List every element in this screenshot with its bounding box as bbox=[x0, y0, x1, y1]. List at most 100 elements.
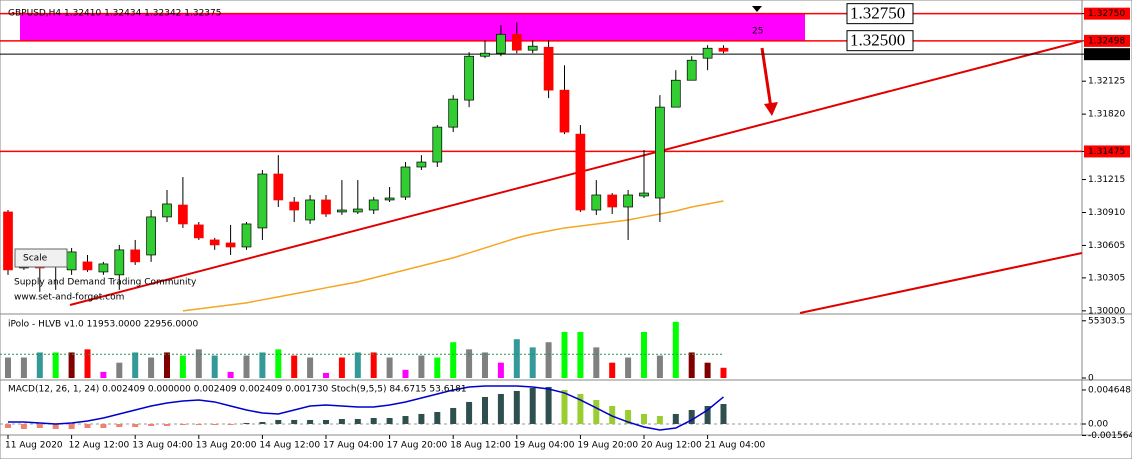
candle-body bbox=[480, 52, 490, 57]
bar bbox=[720, 404, 727, 424]
price-label-bg bbox=[1084, 48, 1130, 61]
bar bbox=[434, 411, 441, 424]
price-label-bg bbox=[1084, 34, 1130, 47]
bar bbox=[100, 423, 107, 429]
bar bbox=[529, 347, 536, 378]
bar bbox=[450, 407, 457, 424]
bar bbox=[688, 410, 695, 424]
candle-body bbox=[273, 173, 284, 201]
scale-button-label[interactable]: Scale bbox=[23, 254, 48, 264]
bar bbox=[402, 416, 409, 424]
bar bbox=[593, 399, 600, 424]
x-tick-label: 13 Aug 04:00 bbox=[132, 441, 193, 451]
bar bbox=[100, 371, 107, 378]
y-tick-label: 1.30000 bbox=[1088, 306, 1125, 316]
candle-body bbox=[178, 204, 188, 225]
bar bbox=[179, 423, 186, 426]
candle-body bbox=[114, 249, 125, 276]
bar bbox=[704, 362, 711, 378]
arrow bbox=[760, 47, 773, 109]
x-tick-label: 19 Aug 20:00 bbox=[577, 441, 638, 451]
zone-label: 1.32500 bbox=[850, 31, 905, 50]
candle-body bbox=[496, 33, 506, 54]
candle-body bbox=[543, 46, 554, 91]
bar bbox=[195, 423, 202, 426]
y-tick-label: 1.32750 bbox=[1088, 9, 1125, 19]
bar bbox=[609, 405, 616, 424]
bar bbox=[323, 419, 329, 424]
candle-body bbox=[400, 166, 411, 198]
bar bbox=[434, 357, 441, 378]
bar bbox=[641, 413, 647, 424]
bar bbox=[307, 419, 314, 424]
bar bbox=[466, 401, 473, 424]
candle-body bbox=[321, 199, 331, 215]
bar bbox=[386, 357, 393, 378]
candle-body bbox=[257, 173, 268, 229]
bar bbox=[116, 362, 123, 378]
bar bbox=[625, 357, 632, 378]
bar bbox=[418, 355, 425, 378]
bar bbox=[338, 419, 345, 424]
candle-body bbox=[559, 89, 570, 133]
bar bbox=[227, 371, 234, 378]
bar bbox=[418, 413, 425, 424]
y-tick-label: 1.30910 bbox=[1088, 208, 1125, 218]
zone-label-box bbox=[846, 30, 914, 52]
bar bbox=[68, 423, 75, 429]
candle-body bbox=[702, 47, 713, 59]
bar bbox=[227, 423, 234, 426]
y-tick-label: 0.004648 bbox=[1088, 385, 1131, 395]
candle-body bbox=[670, 79, 681, 108]
candle-body bbox=[448, 98, 459, 128]
candle-body bbox=[146, 216, 156, 256]
shift-marker bbox=[752, 6, 762, 12]
bar bbox=[513, 339, 520, 378]
bar bbox=[466, 349, 473, 378]
scale-button[interactable] bbox=[14, 248, 68, 268]
chart-title: GBPUSD,H4 1.32410 1.32434 1.32342 1.3237… bbox=[8, 9, 221, 19]
bar bbox=[656, 355, 663, 378]
bar bbox=[656, 416, 663, 424]
bar bbox=[545, 342, 552, 378]
candle-body bbox=[464, 55, 474, 101]
bar bbox=[386, 417, 393, 424]
bar bbox=[545, 386, 552, 424]
candle-body bbox=[289, 201, 300, 211]
bar bbox=[68, 352, 75, 378]
y-tick-label: 1.32125 bbox=[1088, 77, 1125, 87]
bar bbox=[275, 349, 282, 378]
bar bbox=[354, 352, 361, 378]
indicator-title: MACD(12, 26, 1, 24) 0.002409 0.000000 0.… bbox=[8, 385, 467, 395]
bar bbox=[164, 423, 170, 426]
moving-average bbox=[182, 200, 724, 312]
supply-zone bbox=[20, 13, 805, 41]
bar bbox=[593, 347, 600, 378]
candle-body bbox=[686, 59, 697, 81]
bar bbox=[529, 387, 536, 424]
bar bbox=[291, 355, 298, 378]
x-tick-label: 18 Aug 12:00 bbox=[450, 441, 511, 451]
candle-body bbox=[352, 208, 363, 213]
candle-body bbox=[607, 194, 618, 208]
candle-body bbox=[225, 242, 236, 248]
bar bbox=[20, 357, 27, 378]
y-tick-label: 1.31215 bbox=[1088, 175, 1125, 185]
watermark: Supply and Demand Trading Community bbox=[14, 278, 197, 288]
zone-label-box bbox=[846, 3, 914, 25]
bar bbox=[561, 331, 568, 378]
bar bbox=[370, 352, 377, 378]
bar bbox=[5, 423, 11, 429]
bar bbox=[672, 321, 679, 378]
y-tick-label: 0.00 bbox=[1088, 419, 1108, 429]
bar bbox=[370, 417, 377, 424]
y-tick-label: 0 bbox=[1088, 374, 1094, 384]
y-tick-label: 1.32375 bbox=[1088, 50, 1125, 60]
signal-line bbox=[8, 385, 724, 431]
x-tick-label: 11 Aug 2020 bbox=[5, 441, 63, 451]
candle-body bbox=[162, 203, 172, 218]
candle-body bbox=[591, 194, 602, 211]
bar bbox=[52, 352, 59, 378]
y-tick-label: 1.30605 bbox=[1088, 241, 1125, 251]
